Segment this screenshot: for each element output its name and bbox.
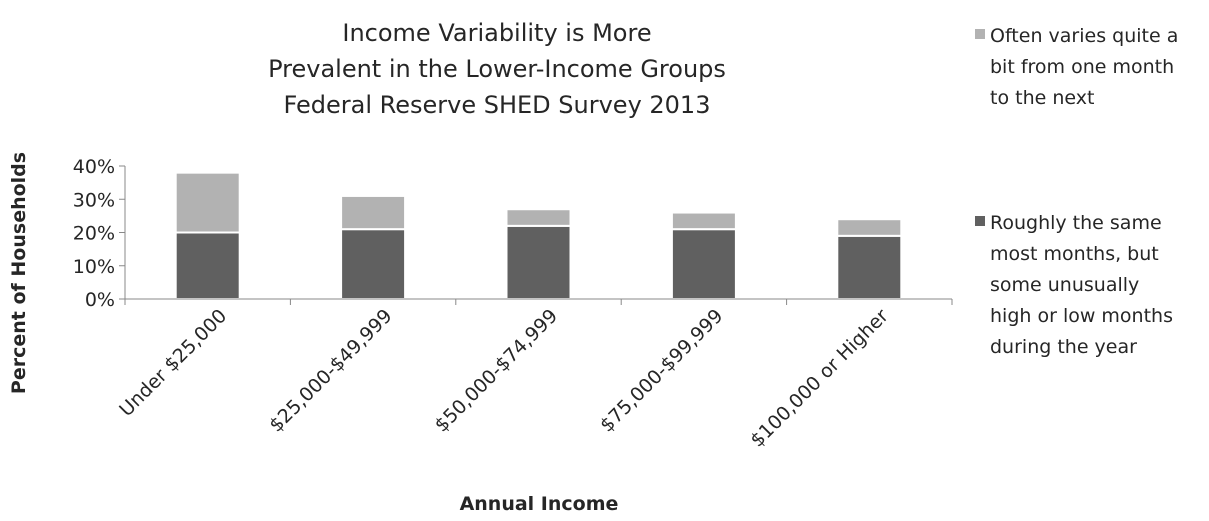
y-tick-label: 40% xyxy=(73,156,115,178)
bar-segment-series-2 xyxy=(836,218,903,237)
bar-segment-series-2 xyxy=(670,211,737,231)
x-category-label: $100,000 or Higher xyxy=(746,305,893,452)
y-tick-label: 30% xyxy=(73,189,115,211)
y-tick-label: 0% xyxy=(85,289,115,311)
x-category-label: $50,000-$74,999 xyxy=(431,305,563,437)
bar-segment-series-2 xyxy=(340,194,407,231)
legend-label-line: bit from one month xyxy=(990,56,1174,78)
legend-label-line: most months, but xyxy=(990,243,1159,265)
y-tick-label: 20% xyxy=(73,223,115,245)
x-category-label: Under $25,000 xyxy=(115,305,231,421)
bar-segment-series-2 xyxy=(174,171,241,234)
chart-title: Income Variability is More Prevalent in … xyxy=(268,19,726,119)
legend-label-line: Roughly the same xyxy=(990,212,1162,234)
chart-title-line-3: Federal Reserve SHED Survey 2013 xyxy=(284,91,711,119)
x-axis-labels: Under $25,000 $25,000-$49,999 $50,000-$74,… xyxy=(115,305,893,452)
bar-segment-series-1 xyxy=(174,231,241,300)
x-axis-title: Annual Income xyxy=(460,493,619,515)
chart-title-line-1: Income Variability is More xyxy=(342,19,651,47)
bar-segment-series-1 xyxy=(836,234,903,300)
chart-title-line-2: Prevalent in the Lower-Income Groups xyxy=(268,55,726,83)
x-category-label: $25,000-$49,999 xyxy=(265,305,397,437)
y-tick-label: 10% xyxy=(73,256,115,278)
axes xyxy=(124,166,953,305)
bars xyxy=(174,171,903,301)
bar-segment-series-1 xyxy=(505,224,572,301)
legend-swatch xyxy=(975,29,985,39)
legend: Often varies quite a bit from one month to… xyxy=(975,25,1178,358)
legend-label-line: during the year xyxy=(990,336,1137,358)
y-axis-title: Percent of Households xyxy=(8,152,30,394)
bar-segment-series-2 xyxy=(505,208,572,227)
legend-label-line: high or low months xyxy=(990,305,1173,327)
x-category-label: $75,000-$99,999 xyxy=(596,305,728,437)
legend-label-line: some unusually xyxy=(990,274,1139,296)
y-axis-ticks: 0% 10% 20% 30% 40% xyxy=(73,156,125,311)
bar-segment-series-1 xyxy=(670,228,737,300)
legend-label-line: to the next xyxy=(990,87,1094,109)
bar-segment-series-1 xyxy=(340,228,407,300)
legend-label-line: Often varies quite a xyxy=(990,25,1178,47)
legend-swatch xyxy=(975,216,985,226)
